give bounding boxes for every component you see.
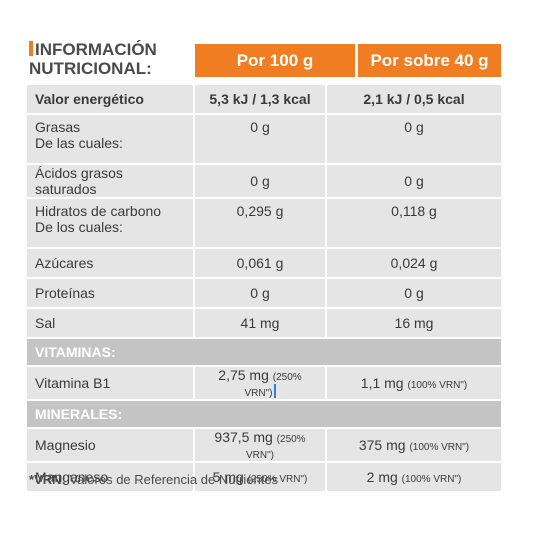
value-amount: 2 mg bbox=[366, 469, 398, 485]
section-label: MINERALES: bbox=[27, 401, 501, 427]
value-100g: 0,295 g bbox=[193, 199, 325, 247]
vrn-percent: (100% VRN") bbox=[409, 442, 470, 453]
footnote-term: *VRN: bbox=[29, 472, 66, 487]
vrn-percent: (100% VRN") bbox=[401, 474, 462, 485]
row-label-main: Grasas bbox=[35, 119, 81, 135]
value-100g: 5 mg (250% VRN") bbox=[193, 463, 325, 491]
row-label: Grasas De las cuales: bbox=[27, 115, 193, 163]
row-label: Hidratos de carbono De los cuales: bbox=[27, 199, 193, 247]
row-label: Valor energético bbox=[27, 85, 193, 113]
value-amount: 375 mg bbox=[358, 437, 406, 453]
row-label: Azúcares bbox=[27, 249, 193, 277]
value-100g: 937,5 mg (250% VRN") bbox=[193, 429, 325, 461]
row-label: Vitamina B1 bbox=[27, 367, 193, 399]
vrn-percent: (100% VRN") bbox=[407, 380, 468, 391]
title-accent-bar bbox=[29, 41, 33, 56]
vrn-percent: (250% VRN") bbox=[246, 434, 306, 461]
value-40g: 16 mg bbox=[325, 309, 501, 337]
text-cursor-mark bbox=[273, 384, 276, 398]
value-100g: 2,75 mg (250% VRN") bbox=[193, 367, 325, 399]
table-row: Proteínas 0 g 0 g bbox=[27, 279, 501, 307]
row-label: Ácidos grasos saturados bbox=[27, 165, 193, 197]
value-100g: 0 g bbox=[193, 165, 325, 197]
value-amount: 2,75 mg bbox=[218, 367, 269, 383]
value-40g: 0 g bbox=[325, 165, 501, 197]
table-row: Hidratos de carbono De los cuales: 0,295 … bbox=[27, 199, 501, 247]
nutrition-table: Valor energético 5,3 kJ / 1,3 kcal 2,1 k… bbox=[27, 83, 501, 493]
header-per-40g: Por sobre 40 g bbox=[358, 44, 501, 77]
row-label: Manganeso bbox=[27, 463, 193, 491]
row-label-main: Hidratos de carbono bbox=[35, 203, 162, 219]
value-40g: 1,1 mg (100% VRN") bbox=[325, 367, 501, 399]
row-label: Magnesio bbox=[27, 429, 193, 461]
table-row: Ácidos grasos saturados 0 g 0 g bbox=[27, 165, 501, 197]
value-100g: 0,061 g bbox=[193, 249, 325, 277]
row-label: Sal bbox=[27, 309, 193, 337]
section-header-vitaminas: VITAMINAS: bbox=[27, 339, 501, 365]
value-100g: 0 g bbox=[193, 115, 325, 163]
table-row: Sal 41 mg 16 mg bbox=[27, 309, 501, 337]
value-40g: 2 mg (100% VRN") bbox=[325, 463, 501, 491]
row-label-sub: De los cuales: bbox=[35, 219, 123, 235]
table-title: INFORMACIÓN NUTRICIONAL: bbox=[29, 40, 194, 78]
table-row: Azúcares 0,061 g 0,024 g bbox=[27, 249, 501, 277]
value-40g: 0 g bbox=[325, 115, 501, 163]
value-amount: 937,5 mg bbox=[214, 429, 273, 445]
header-per-100g: Por 100 g bbox=[195, 44, 355, 77]
table-row: Grasas De las cuales: 0 g 0 g bbox=[27, 115, 501, 163]
title-line-1: INFORMACIÓN bbox=[35, 40, 157, 59]
table-row: Manganeso 5 mg (250% VRN") 2 mg (100% VR… bbox=[27, 463, 501, 491]
value-100g: 0 g bbox=[193, 279, 325, 307]
table-row: Vitamina B1 2,75 mg (250% VRN") 1,1 mg (… bbox=[27, 367, 501, 399]
vrn-percent: (250% VRN") bbox=[247, 474, 308, 485]
value-40g: 2,1 kJ / 0,5 kcal bbox=[325, 85, 501, 113]
value-100g: 5,3 kJ / 1,3 kcal bbox=[193, 85, 325, 113]
value-40g: 0,024 g bbox=[325, 249, 501, 277]
row-label-sub: De las cuales: bbox=[35, 135, 123, 151]
table-row: Valor energético 5,3 kJ / 1,3 kcal 2,1 k… bbox=[27, 85, 501, 113]
value-amount: 1,1 mg bbox=[360, 375, 404, 391]
footnote-text: Valores de Referencia de Nutrientes bbox=[69, 472, 279, 487]
value-100g: 41 mg bbox=[193, 309, 325, 337]
row-label: Proteínas bbox=[27, 279, 193, 307]
table-row: Magnesio 937,5 mg (250% VRN") 375 mg (10… bbox=[27, 429, 501, 461]
title-line-2: NUTRICIONAL: bbox=[29, 59, 152, 78]
section-header-minerales: MINERALES: bbox=[27, 401, 501, 427]
vrn-percent: (250% VRN") bbox=[244, 372, 302, 399]
footnote: *VRN: Valores de Referencia de Nutriente… bbox=[29, 472, 278, 487]
value-40g: 0 g bbox=[325, 279, 501, 307]
value-40g: 0,118 g bbox=[325, 199, 501, 247]
value-amount: 5 mg bbox=[212, 469, 244, 485]
section-label: VITAMINAS: bbox=[27, 339, 501, 365]
value-40g: 375 mg (100% VRN") bbox=[325, 429, 501, 461]
